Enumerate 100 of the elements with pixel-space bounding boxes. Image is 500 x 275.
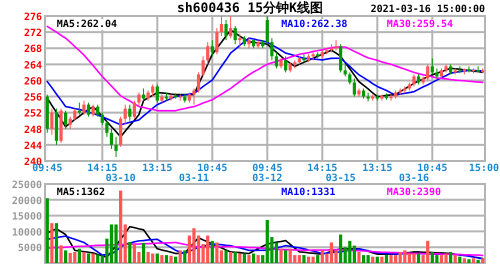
bar: [64, 250, 68, 263]
candlestick: [64, 110, 68, 130]
bar: [376, 256, 379, 263]
x-tick-label: 14:15: [87, 163, 118, 174]
bar: [82, 252, 86, 263]
candlestick: [151, 84, 154, 98]
candlestick: [242, 36, 246, 47]
bar: [156, 254, 159, 263]
candlestick: [137, 92, 141, 108]
candlestick: [334, 40, 338, 51]
candlestick: [416, 74, 420, 85]
candlestick: [435, 68, 438, 79]
bar: [284, 250, 288, 263]
candlestick: [234, 26, 237, 45]
bar: [169, 256, 173, 263]
series-label: MA10:262.38: [281, 19, 348, 30]
x-tick-label: 09:45: [32, 163, 62, 174]
candlestick: [252, 38, 256, 49]
bar: [114, 224, 118, 263]
annotation: 03-10: [106, 173, 136, 184]
candlestick: [426, 64, 430, 81]
bar: [481, 258, 484, 263]
candlestick: [440, 68, 444, 79]
y-tick-label: 244: [24, 140, 42, 152]
bar: [444, 254, 448, 263]
bar: [54, 223, 58, 263]
candlestick: [73, 108, 76, 122]
candlestick: [132, 100, 136, 120]
candlestick: [192, 88, 196, 106]
bar: [247, 255, 251, 263]
bar: [224, 250, 228, 263]
candlestick: [105, 120, 108, 138]
text: 2021-03-16 15:00:00: [370, 4, 485, 15]
y-tick-label: 276: [24, 12, 42, 23]
bar: [92, 254, 95, 263]
bar: [302, 255, 306, 263]
x-tick-label: 09:45: [252, 163, 282, 174]
bar: [330, 242, 334, 263]
candlestick: [210, 40, 214, 57]
candlestick: [215, 28, 218, 55]
bar: [384, 255, 388, 263]
bar: [78, 248, 81, 263]
candlestick: [288, 62, 292, 73]
candlestick: [110, 128, 114, 150]
candlestick: [224, 20, 228, 41]
candlestick: [50, 108, 54, 136]
bar: [192, 228, 196, 263]
bar: [86, 254, 90, 263]
bar: [357, 252, 361, 263]
candlestick: [96, 104, 100, 118]
candlestick: [266, 16, 269, 45]
candlestick: [247, 38, 251, 49]
y-tick-label: 25000: [12, 180, 42, 191]
bar: [316, 255, 320, 263]
bar: [210, 240, 214, 263]
bar: [59, 245, 63, 263]
candlestick: [229, 16, 232, 39]
candlestick: [156, 84, 159, 104]
candlestick: [430, 58, 434, 75]
candlestick: [274, 52, 278, 69]
y-tick-label: 256: [24, 92, 42, 104]
candlestick: [412, 74, 416, 87]
text: MA5:262.04: [56, 19, 118, 30]
candlestick: [146, 90, 150, 102]
bar: [46, 198, 49, 263]
bar: [458, 256, 462, 263]
y-tick-label: 264: [24, 60, 42, 72]
y-tick-label: 15000: [12, 212, 42, 223]
bar: [110, 224, 114, 263]
bar: [412, 254, 416, 263]
text: MA5:1362: [56, 187, 105, 198]
candlestick: [86, 102, 90, 118]
candlestick: [362, 88, 366, 100]
annotation: 03-15: [326, 173, 356, 184]
candlestick: [344, 64, 347, 77]
bar: [371, 256, 374, 263]
candlestick: [270, 38, 274, 61]
bar: [467, 259, 471, 263]
candlestick: [124, 104, 127, 126]
y-tick-label: 248: [24, 124, 42, 136]
candlestick: [114, 136, 118, 158]
bar: [160, 255, 164, 263]
annotation: 03-11: [178, 173, 210, 184]
bar: [306, 256, 310, 263]
candlestick: [128, 104, 132, 122]
y-tick-label: 272: [24, 28, 42, 40]
x-tick-label: 10:45: [197, 163, 228, 174]
bar: [174, 256, 178, 263]
annotation: 03-12: [252, 173, 282, 184]
y-tick-label: 252: [24, 108, 42, 120]
candlestick: [142, 88, 146, 102]
candlestick: [279, 58, 283, 69]
x-tick-label: 15:00: [468, 163, 499, 174]
bar: [238, 254, 242, 263]
bar: [183, 250, 186, 263]
candlestick: [284, 56, 288, 73]
text: MA30:259.54: [386, 19, 454, 30]
bar: [128, 242, 132, 263]
bar: [50, 223, 54, 263]
candlestick: [220, 16, 224, 37]
